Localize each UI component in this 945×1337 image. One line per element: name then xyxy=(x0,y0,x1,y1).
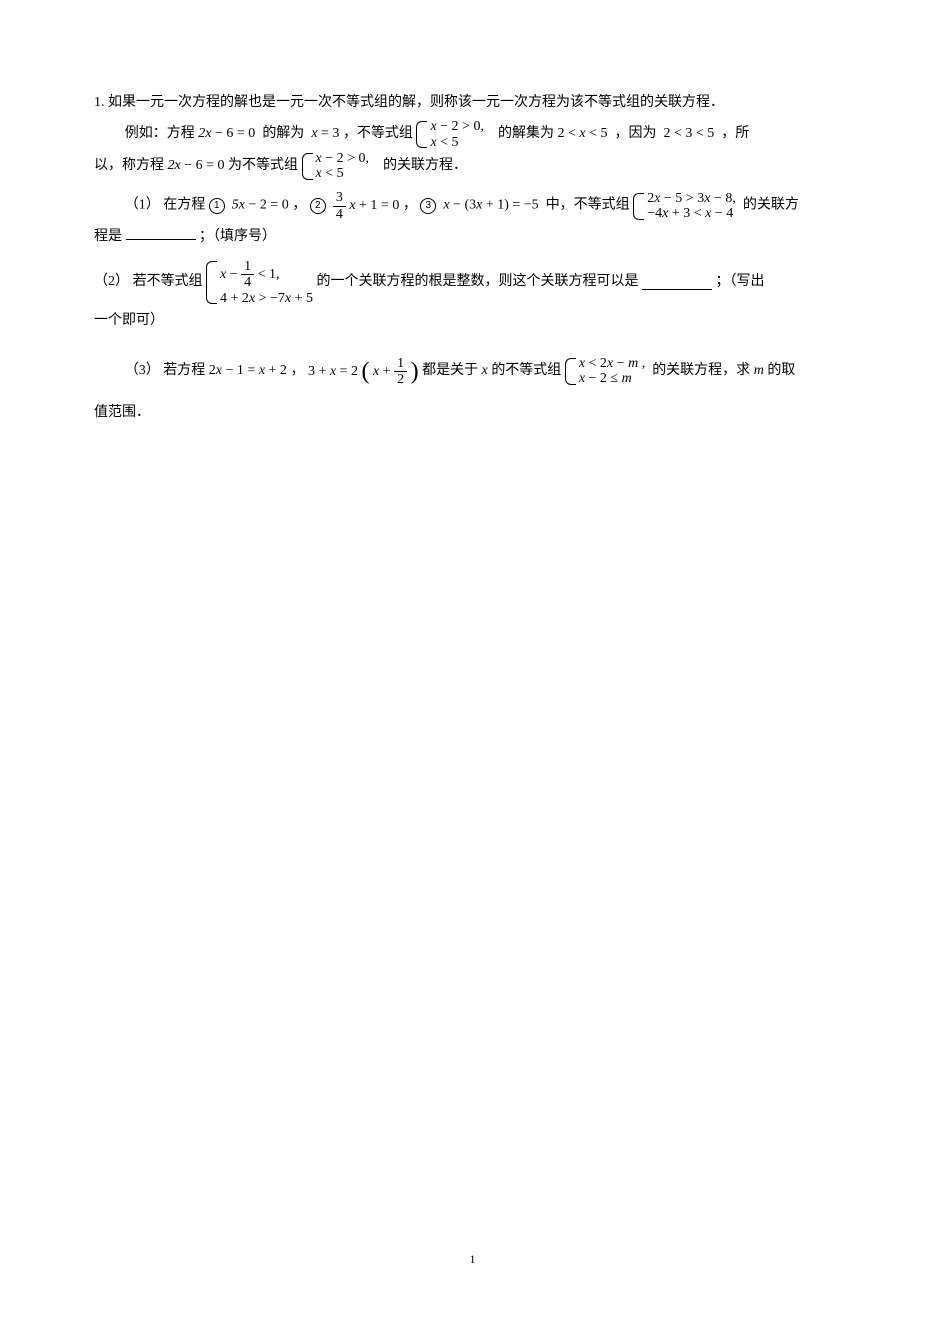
system-1: x − 2 > 0, x < 5 xyxy=(416,119,484,150)
example-line-1: 例如：方程 2x − 6 = 0 的解为 x = 3 ，不等式组 x − 2 >… xyxy=(94,119,851,150)
eq-2x-6: 2x − 6 = 0 xyxy=(198,126,255,141)
eq-3-4-x: 34 x + 1 = 0 xyxy=(333,198,403,213)
range-2-3-5: 2 < 3 < 5 xyxy=(663,126,714,141)
comma-1: ， xyxy=(292,198,306,213)
problem-number: 1. xyxy=(94,95,105,110)
sys1-row1: x − 2 > 0, xyxy=(430,119,484,134)
eq-x-3: x = 3 xyxy=(311,126,339,141)
q1-label: （1） xyxy=(125,198,160,213)
var-m: m xyxy=(754,363,764,378)
sys2-row2: −4x + 3 < x − 4 xyxy=(647,206,736,221)
sys3-row2: 4 + 2x > −7x + 5 xyxy=(220,291,313,306)
eq-2x-1: 2x − 1 = x + 2 xyxy=(209,363,287,378)
q3-mid1: 都是关于 xyxy=(422,363,478,378)
example-mid3: 的解集为 xyxy=(498,126,554,141)
example-line-2: 以，称方程 2x − 6 = 0 为不等式组 x − 2 > 0, x < 5 … xyxy=(94,151,851,182)
sys4-row1: x < 2x − m , xyxy=(579,356,645,371)
blank-2[interactable] xyxy=(642,275,712,290)
comma-3: ， xyxy=(290,363,304,378)
q3-l2: 值范围． xyxy=(94,405,150,420)
q2-pre: 若不等式组 xyxy=(133,274,203,289)
cont-end: 的关联方程． xyxy=(383,158,467,173)
example-mid4: ，因为 xyxy=(611,126,660,141)
q3-mid3: 的关联方程，求 xyxy=(652,363,750,378)
sys2-row1: 2x − 5 > 3x − 8, xyxy=(647,191,736,206)
system-1b: x − 2 > 0, x < 5 xyxy=(302,151,370,182)
comma-2: ， xyxy=(403,198,417,213)
circle-2: 2 xyxy=(310,198,326,214)
circle-3: 3 xyxy=(420,198,436,214)
q2-label: （2） xyxy=(94,274,129,289)
q2-line-1: （2） 若不等式组 x − 14 < 1, 4 + 2x > −7x + 5 的… xyxy=(94,259,851,306)
range-2-5: 2 < x < 5 xyxy=(557,126,607,141)
sys1b-row1: x − 2 > 0, xyxy=(316,151,370,166)
q3-label: （3） xyxy=(125,363,160,378)
eq-x-3x1: x − (3x + 1) = −5 xyxy=(443,198,538,213)
sys3-r1-tail: < 1, xyxy=(258,267,280,282)
q1-line-1: （1） 在方程 1 5x − 2 = 0 ， 2 34 x + 1 = 0 ， … xyxy=(94,190,851,222)
q1-after: 的关联方 xyxy=(743,198,799,213)
q1-mid: 中，不等式组 xyxy=(546,198,630,213)
q3-end: 的取 xyxy=(767,363,795,378)
blank-1[interactable] xyxy=(126,225,196,240)
sys1-row2: x < 5 xyxy=(430,135,484,150)
sys1b-row2: x < 5 xyxy=(316,166,370,181)
q2-l2: 一个即可） xyxy=(94,313,164,328)
q2-mid: 的一个关联方程的根是整数，则这个关联方程可以是 xyxy=(317,274,639,289)
sys4-row2: x − 2 ≤ m xyxy=(579,371,645,386)
q2-post: ；（写出 xyxy=(716,274,765,289)
example-end: ，所 xyxy=(718,126,750,141)
q2-line-2: 一个即可） xyxy=(94,306,851,337)
q3-pre: 若方程 xyxy=(163,363,205,378)
problem-intro: 1. 如果一元一次方程的解也是一元一次不等式组的解，则称该一元一次方程为该不等式… xyxy=(94,88,851,119)
example-mid2: ，不等式组 xyxy=(343,126,413,141)
cont-pre: 以，称方程 xyxy=(94,158,164,173)
eq-3-x-2: 3 + x = 2 ( x + 12 ) xyxy=(308,364,422,379)
eq-5x-2: 5x − 2 = 0 xyxy=(228,198,289,213)
page-number: 1 xyxy=(0,1252,945,1267)
sys3-row1: x − 14 < 1, xyxy=(220,259,313,291)
system-4: x < 2x − m , x − 2 ≤ m xyxy=(565,356,645,387)
eq-2x-6-b: 2x − 6 = 0 xyxy=(168,158,225,173)
intro-text: 如果一元一次方程的解也是一元一次不等式组的解，则称该一元一次方程为该不等式组的关… xyxy=(108,95,724,110)
q1-pre: 在方程 xyxy=(163,198,205,213)
example-mid1: 的解为 xyxy=(259,126,308,141)
example-pre: 例如：方程 xyxy=(125,126,195,141)
q1-l2-post: ；（填序号） xyxy=(199,229,276,244)
q3-mid2: 的不等式组 xyxy=(491,363,561,378)
system-3: x − 14 < 1, 4 + 2x > −7x + 5 xyxy=(206,259,313,306)
q1-line-2: 程是 ；（填序号） xyxy=(94,222,851,253)
q3-line-2: 值范围． xyxy=(94,398,851,429)
circle-1: 1 xyxy=(209,198,225,214)
q1-l2-pre: 程是 xyxy=(94,229,122,244)
q3-line-1: （3） 若方程 2x − 1 = x + 2 ， 3 + x = 2 ( x +… xyxy=(94,345,851,398)
page-content: 1. 如果一元一次方程的解也是一元一次不等式组的解，则称该一元一次方程为该不等式… xyxy=(0,0,945,429)
var-x: x xyxy=(482,363,488,378)
system-2: 2x − 5 > 3x − 8, −4x + 3 < x − 4 xyxy=(633,191,736,222)
cont-mid: 为不等式组 xyxy=(228,158,298,173)
